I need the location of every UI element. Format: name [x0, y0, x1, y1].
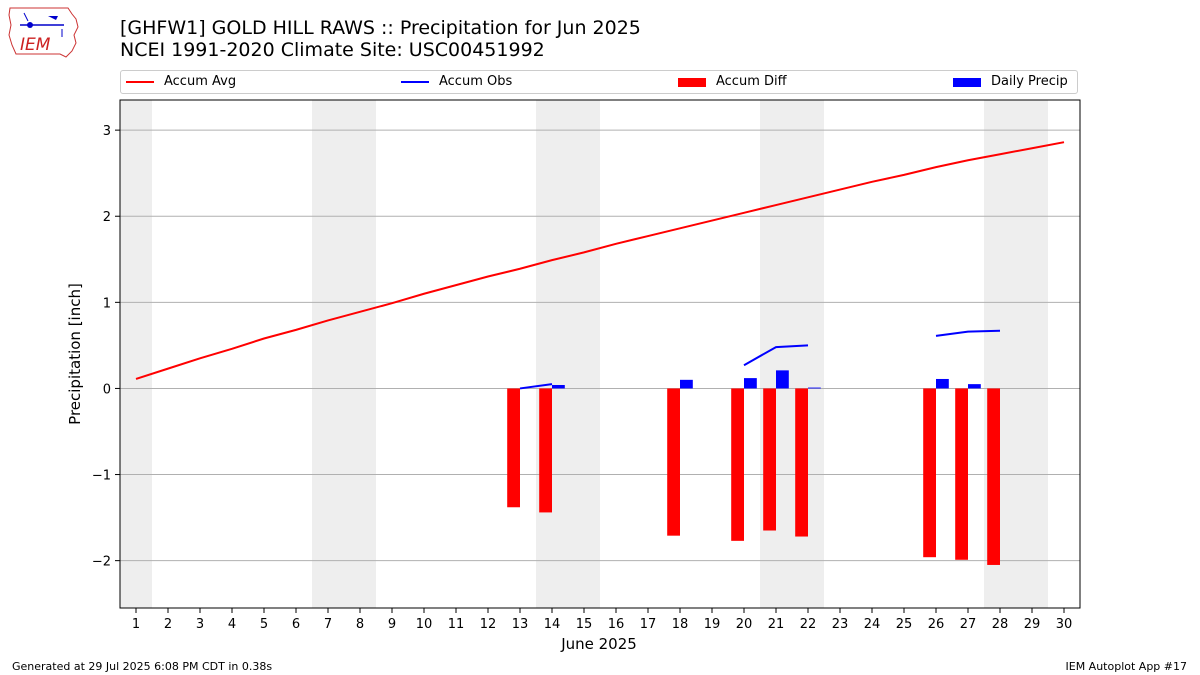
x-tick-label: 24: [864, 617, 881, 632]
x-tick-label: 19: [704, 617, 721, 632]
weekend-band: [312, 100, 376, 608]
x-tick-label: 20: [736, 617, 753, 632]
x-tick-label: 2: [164, 617, 172, 632]
legend-item-diff: Accum Diff: [678, 74, 787, 90]
daily-precip-bar: [776, 370, 789, 389]
legend-item-daily: Daily Precip: [953, 74, 1068, 90]
x-tick-label: 22: [800, 617, 817, 632]
legend-label-obs: Accum Obs: [439, 74, 513, 89]
x-tick-label: 17: [640, 617, 657, 632]
x-tick-label: 9: [388, 617, 396, 632]
x-tick-label: 30: [1056, 617, 1073, 632]
accum-obs-line: [743, 344, 809, 367]
x-tick-label: 8: [356, 617, 364, 632]
plot-frame: [119, 99, 1081, 609]
x-tick-label: 27: [960, 617, 977, 632]
x-tick-label: 14: [544, 617, 561, 632]
bars: [507, 370, 1000, 565]
x-tick-label: 18: [672, 617, 689, 632]
daily-precip-bar: [744, 378, 757, 389]
y-tick-label: 0: [103, 382, 111, 397]
legend: Accum Avg Accum Obs Accum Diff Daily Pre…: [120, 70, 1078, 94]
y-axis-label: Precipitation [inch]: [66, 283, 84, 425]
weekend-band: [984, 100, 1048, 608]
x-tick-label: 15: [576, 617, 593, 632]
accum-obs-line: [935, 329, 1001, 337]
legend-swatch-diff: [678, 77, 706, 87]
accum-diff-bar: [795, 388, 808, 537]
legend-label-avg: Accum Avg: [164, 74, 237, 89]
legend-item-obs: Accum Obs: [401, 74, 512, 90]
legend-swatch-daily: [953, 77, 981, 87]
daily-precip-bar: [968, 384, 981, 389]
x-tick-label: 16: [608, 617, 625, 632]
x-tick-label: 10: [416, 617, 433, 632]
x-tick-label: 28: [992, 617, 1009, 632]
weekend-band: [536, 100, 600, 608]
x-tick-label: 29: [1024, 617, 1041, 632]
weekend-band: [760, 100, 824, 608]
footer-generated: Generated at 29 Jul 2025 6:08 PM CDT in …: [12, 660, 273, 673]
x-axis-label: June 2025: [560, 635, 637, 653]
accum-diff-bar: [923, 388, 936, 558]
x-tick-label: 4: [228, 617, 236, 632]
daily-precip-bar: [808, 387, 821, 389]
legend-label-daily: Daily Precip: [991, 74, 1068, 89]
legend-item-avg: Accum Avg: [126, 74, 236, 90]
title-line1: [GHFW1] GOLD HILL RAWS :: Precipitation …: [120, 17, 641, 39]
x-tick-label: 11: [448, 617, 465, 632]
logo-text: IEM: [20, 35, 51, 55]
x-tick-label: 6: [292, 617, 300, 632]
accum-diff-bar: [507, 388, 520, 508]
legend-swatch-avg: [126, 81, 154, 83]
x-tick-label: 12: [480, 617, 497, 632]
weekend-shading: [120, 100, 1048, 608]
x-tick-label: 26: [928, 617, 945, 632]
x-tick-label: 23: [832, 617, 849, 632]
accum-diff-bar: [539, 388, 552, 513]
footer-app: IEM Autoplot App #17: [1065, 660, 1188, 673]
lines: [135, 141, 1065, 390]
iem-logo: IEM: [6, 5, 82, 63]
x-tick-label: 5: [260, 617, 268, 632]
title-line2: NCEI 1991-2020 Climate Site: USC00451992: [120, 39, 545, 61]
y-tick-label: 3: [103, 124, 111, 139]
x-tick-label: 3: [196, 617, 204, 632]
legend-label-diff: Accum Diff: [716, 74, 787, 89]
legend-swatch-obs: [401, 81, 429, 83]
weekend-band: [120, 100, 152, 608]
accum-diff-bar: [763, 388, 776, 531]
daily-precip-bar: [552, 384, 565, 389]
x-tick-label: 25: [896, 617, 913, 632]
x-tick-label: 21: [768, 617, 785, 632]
x-tick-label: 7: [324, 617, 332, 632]
y-tick-label: −1: [92, 469, 111, 484]
accum-avg-line: [135, 141, 1065, 380]
accum-diff-bar: [667, 388, 680, 536]
daily-precip-bar: [680, 379, 693, 389]
x-tick-label: 13: [512, 617, 529, 632]
y-tick-label: 2: [103, 210, 111, 225]
gridlines: [120, 129, 1080, 562]
accum-diff-bar: [731, 388, 744, 541]
x-tick-label: 1: [132, 617, 140, 632]
accum-diff-bar: [955, 388, 968, 560]
y-tick-label: −2: [92, 555, 111, 570]
daily-precip-bar: [936, 378, 949, 389]
y-tick-label: 1: [103, 296, 111, 311]
accum-obs-line: [519, 383, 553, 390]
accum-diff-bar: [987, 388, 1000, 565]
chart-title: [GHFW1] GOLD HILL RAWS :: Precipitation …: [120, 17, 641, 61]
